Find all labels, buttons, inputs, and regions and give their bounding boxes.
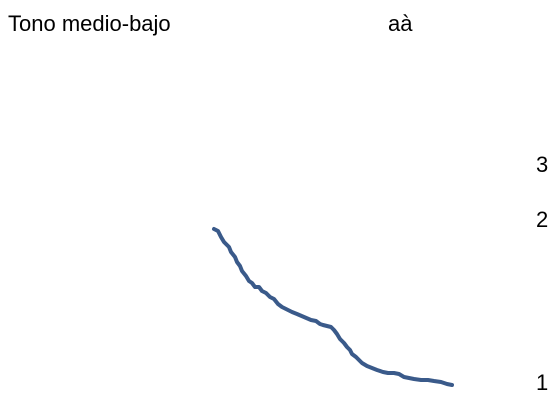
tone-title: Tono medio-bajo — [8, 11, 171, 36]
scale-level-2: 2 — [536, 207, 549, 232]
scale-level-1: 1 — [536, 370, 549, 395]
scale-level-3: 3 — [536, 152, 549, 177]
tone-contour-line — [212, 227, 454, 387]
example-syllable: aà — [388, 11, 413, 36]
